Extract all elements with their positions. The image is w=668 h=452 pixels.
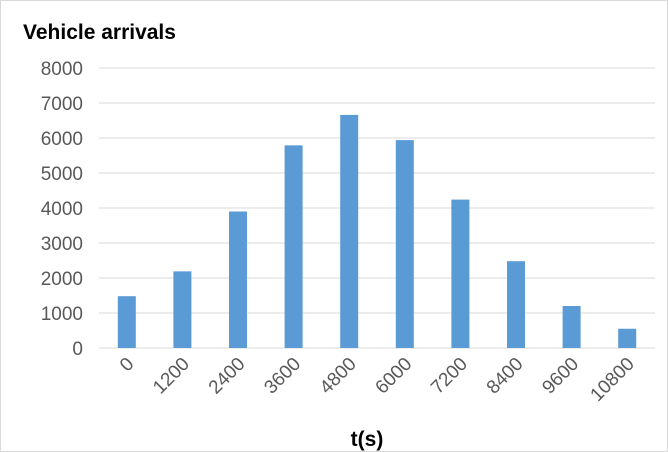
x-tick-label: 0 [116,354,138,376]
bar-4800 [340,114,359,349]
y-tick-label: 2000 [41,269,83,290]
y-tick-label: 6000 [41,129,83,150]
x-tick-label: 3600 [260,354,305,399]
bar-6000 [395,140,414,348]
y-tick-label: 5000 [41,164,83,185]
x-tick-label: 7200 [427,354,472,399]
bars [117,114,637,349]
bar-0 [117,296,136,348]
x-tick-label: 1200 [149,354,194,399]
bar-1200 [173,271,192,348]
y-tick-label: 0 [72,339,83,360]
bar-3600 [284,145,303,348]
bar-7200 [451,199,470,348]
y-axis-title: Vehicle arrivals [23,21,176,44]
bar-8400 [507,261,525,348]
x-tick-label: 6000 [372,354,417,399]
x-tick-label: 9600 [538,354,583,399]
x-tick-label: 8400 [483,354,528,399]
y-tick-label: 1000 [41,304,83,325]
x-tick-label: 2400 [205,354,250,399]
y-tick-label: 3000 [41,234,83,255]
gridlines [99,67,655,349]
x-tick-label: 10800 [587,354,639,406]
bar-2400 [229,211,247,348]
bar-10800 [618,328,637,348]
x-tick-labels: 0 1200 2400 3600 4800 6000 7200 8400 9600 10800 [116,354,639,406]
y-tick-label: 8000 [41,59,83,80]
y-tick-label: 4000 [41,199,83,220]
y-tick-label: 7000 [41,94,83,115]
x-tick-label: 4800 [316,354,361,399]
bar-9600 [562,306,581,348]
x-axis-title: t(s) [351,428,384,451]
y-tick-labels: 0 1000 2000 3000 4000 5000 6000 7000 8000 [41,59,83,360]
